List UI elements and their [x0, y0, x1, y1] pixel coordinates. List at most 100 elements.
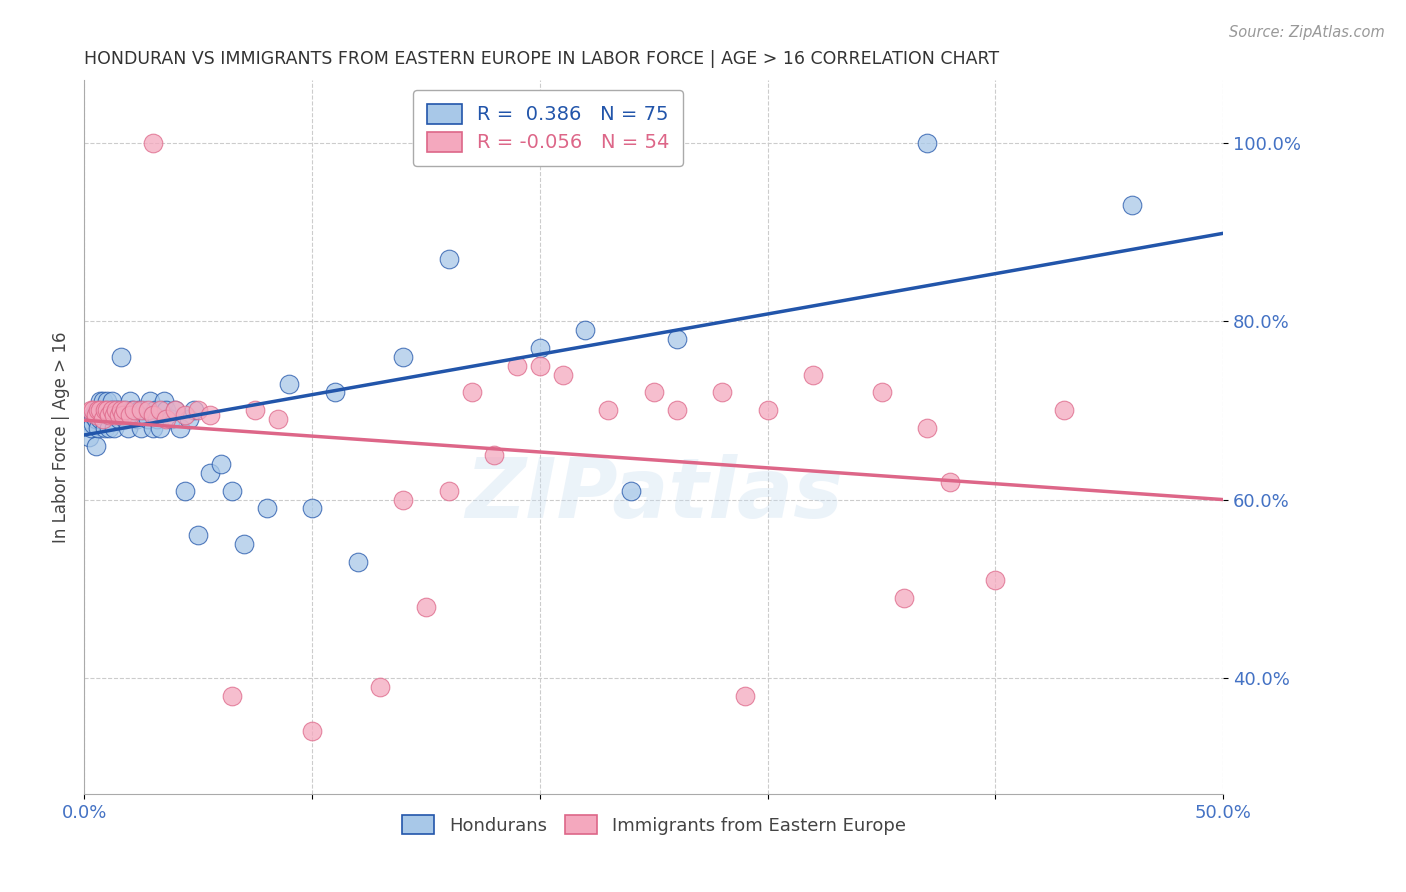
Text: Source: ZipAtlas.com: Source: ZipAtlas.com — [1229, 25, 1385, 40]
Point — [96, 403, 118, 417]
Point — [107, 412, 129, 426]
Point — [84, 439, 107, 453]
Point — [136, 412, 159, 426]
Point — [278, 376, 301, 391]
Point — [82, 403, 104, 417]
Point — [91, 403, 114, 417]
Point — [165, 403, 187, 417]
Point — [107, 403, 129, 417]
Text: ZIPatlas: ZIPatlas — [465, 454, 842, 534]
Point — [87, 403, 110, 417]
Point — [77, 430, 100, 444]
Point — [105, 403, 128, 417]
Legend: Hondurans, Immigrants from Eastern Europe: Hondurans, Immigrants from Eastern Europ… — [395, 808, 912, 842]
Point — [150, 403, 173, 417]
Point — [146, 412, 169, 426]
Point — [153, 394, 176, 409]
Point — [620, 483, 643, 498]
Point — [198, 466, 221, 480]
Point — [221, 483, 243, 498]
Point — [173, 408, 195, 422]
Point — [893, 591, 915, 605]
Point — [89, 412, 111, 426]
Point — [96, 403, 118, 417]
Point — [665, 332, 688, 346]
Point — [80, 421, 103, 435]
Point — [245, 403, 267, 417]
Point — [915, 421, 938, 435]
Point — [118, 408, 141, 422]
Point — [107, 408, 129, 422]
Point — [301, 724, 323, 739]
Point — [179, 412, 201, 426]
Point — [121, 403, 143, 417]
Point — [392, 350, 415, 364]
Point — [484, 448, 506, 462]
Point — [112, 403, 135, 417]
Point — [124, 408, 146, 422]
Point — [94, 403, 117, 417]
Point — [103, 408, 125, 422]
Point — [132, 403, 155, 417]
Point — [148, 421, 170, 435]
Point — [301, 501, 323, 516]
Point — [94, 403, 117, 417]
Point — [155, 412, 177, 426]
Point — [103, 421, 125, 435]
Point — [415, 599, 437, 614]
Point — [165, 403, 187, 417]
Point — [114, 412, 136, 426]
Point — [139, 394, 162, 409]
Point — [142, 408, 165, 422]
Point — [80, 403, 103, 417]
Point — [103, 408, 125, 422]
Point — [506, 359, 529, 373]
Point — [160, 412, 183, 426]
Point — [915, 136, 938, 150]
Point — [437, 483, 460, 498]
Point — [125, 412, 148, 426]
Point — [98, 421, 121, 435]
Point — [100, 403, 122, 417]
Point — [84, 408, 107, 422]
Point — [96, 394, 118, 409]
Point — [551, 368, 574, 382]
Point — [460, 385, 482, 400]
Point — [169, 421, 191, 435]
Point — [131, 421, 153, 435]
Point — [984, 573, 1007, 587]
Point — [84, 412, 107, 426]
Point — [756, 403, 779, 417]
Point — [84, 403, 107, 417]
Point — [665, 403, 688, 417]
Point — [870, 385, 893, 400]
Point — [128, 403, 150, 417]
Point — [801, 368, 824, 382]
Point — [117, 421, 139, 435]
Point — [437, 252, 460, 266]
Point — [711, 385, 734, 400]
Point — [89, 403, 111, 417]
Point — [100, 394, 122, 409]
Point — [114, 403, 136, 417]
Point — [221, 689, 243, 703]
Point — [87, 421, 110, 435]
Point — [183, 403, 205, 417]
Point — [91, 412, 114, 426]
Point — [98, 408, 121, 422]
Point — [96, 408, 118, 422]
Point — [142, 136, 165, 150]
Y-axis label: In Labor Force | Age > 16: In Labor Force | Age > 16 — [52, 331, 70, 543]
Point — [392, 492, 415, 507]
Point — [643, 385, 665, 400]
Point — [100, 403, 122, 417]
Point — [82, 408, 104, 422]
Point — [198, 408, 221, 422]
Point — [87, 408, 110, 422]
Point — [574, 323, 596, 337]
Point — [187, 403, 209, 417]
Point — [148, 403, 170, 417]
Point — [87, 403, 110, 417]
Point — [173, 483, 195, 498]
Point — [143, 403, 166, 417]
